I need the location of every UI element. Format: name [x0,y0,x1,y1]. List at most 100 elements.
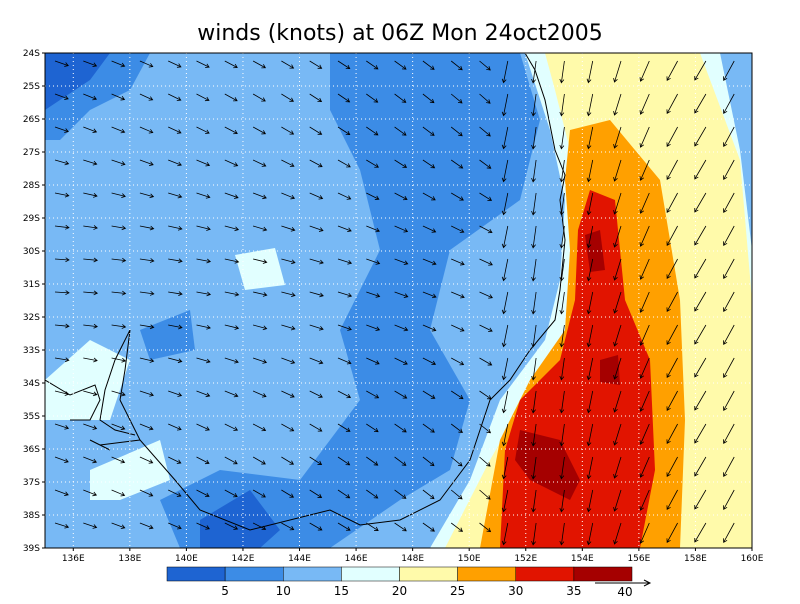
wind-arrow [196,522,210,530]
wind-arrow [586,258,594,282]
wind-arrow [723,60,735,81]
wind-arrow [613,126,622,149]
wind-arrow [586,159,594,183]
wind-arrow [168,93,182,101]
wind-arrow [666,225,678,247]
wind-arrow [281,522,295,531]
lon-label: 142E [232,554,255,564]
wind-arrow [450,456,463,467]
coastline [99,329,136,436]
wind-arrow [337,489,351,499]
wind-arrow [309,522,323,531]
wind-arrow [479,522,492,533]
wind-arrow [723,192,735,213]
wind-arrow [337,159,351,168]
wind-arrow [479,159,492,169]
field-15-20 [720,53,752,250]
colorbar-label: 5 [221,584,229,598]
grid [45,53,752,548]
wind-arrow [394,93,407,103]
wind-arrow [139,489,154,497]
lon-label: 138E [118,554,141,564]
wind-arrow [613,456,622,479]
wind-arrow [422,159,436,169]
wind-arrow [531,489,537,513]
wind-arrow [559,192,565,216]
wind-arrow [54,323,70,329]
wind-arrow [309,390,323,398]
colorbar-swatch [283,566,342,582]
wind-arrow [723,258,735,279]
wind-arrow [337,225,352,233]
wind-arrow [309,423,323,432]
wind-arrow [309,159,323,168]
wind-arrow [586,390,594,414]
wind-arrow [83,390,98,397]
wind-arrow [694,225,707,246]
wind-arrow [83,423,98,430]
wind-arrow [666,192,678,214]
wind-arrow [224,423,239,431]
wind-arrow [83,126,98,134]
wind-arrow [309,291,324,298]
wind-arrow [281,390,295,398]
field-20-25 [45,340,170,500]
wind-arrow [694,126,707,147]
contour-fields [45,53,752,548]
wind-arrow [366,324,381,332]
wind-arrow [479,390,492,400]
wind-arrow [139,456,154,464]
wind-arrow [613,291,622,314]
wind-arrow [224,522,239,530]
wind-arrow [501,456,509,480]
wind-arrow [422,258,437,266]
wind-arrow [111,60,126,68]
wind-arrow [723,225,735,246]
wind-arrow [666,258,678,280]
wind-arrow [252,93,266,102]
wind-arrow [83,323,98,329]
wind-arrow [501,489,509,513]
wind-arrow [694,522,707,543]
wind-arrow [111,126,126,134]
wind-arrow [639,522,650,544]
wind-arrow [639,489,650,511]
wind-arrow [337,423,351,432]
wind-arrow [337,324,352,331]
wind-arrow [586,60,594,84]
wind-arrow [111,324,127,329]
wind-arrow [501,258,509,282]
wind-arrow [694,324,707,345]
wind-arrow [252,324,268,331]
wind-arrow [196,456,210,465]
wind-arrow [253,291,268,297]
wind-arrow [559,390,565,414]
wind-arrow [168,456,182,464]
wind-arrow [168,390,183,397]
wind-arrow [337,192,352,200]
wind-arrow [54,192,70,198]
wind-arrow [666,456,678,478]
wind-arrow [111,423,126,431]
wind-arrow [723,456,735,477]
wind-arrow [479,489,491,500]
wind-arrow [586,291,594,315]
wind-arrow [479,258,493,266]
wind-arrow [531,159,537,183]
wind-arrow [224,324,240,330]
lat-label: 37S [23,478,40,488]
wind-arrow [666,423,678,445]
wind-arrow [422,489,435,500]
wind-arrow [366,258,381,265]
wind-arrow [309,456,323,465]
wind-arrow [639,258,650,280]
colorbar-label: 25 [450,584,465,598]
wind-arrow [252,60,267,69]
wind-arrow [694,60,707,81]
wind-arrow [366,423,379,433]
wind-arrow [394,489,407,499]
wind-arrow [168,258,183,264]
lon-label: 146E [345,554,368,564]
wind-arrow [366,456,379,466]
wind-arrow [450,522,464,532]
